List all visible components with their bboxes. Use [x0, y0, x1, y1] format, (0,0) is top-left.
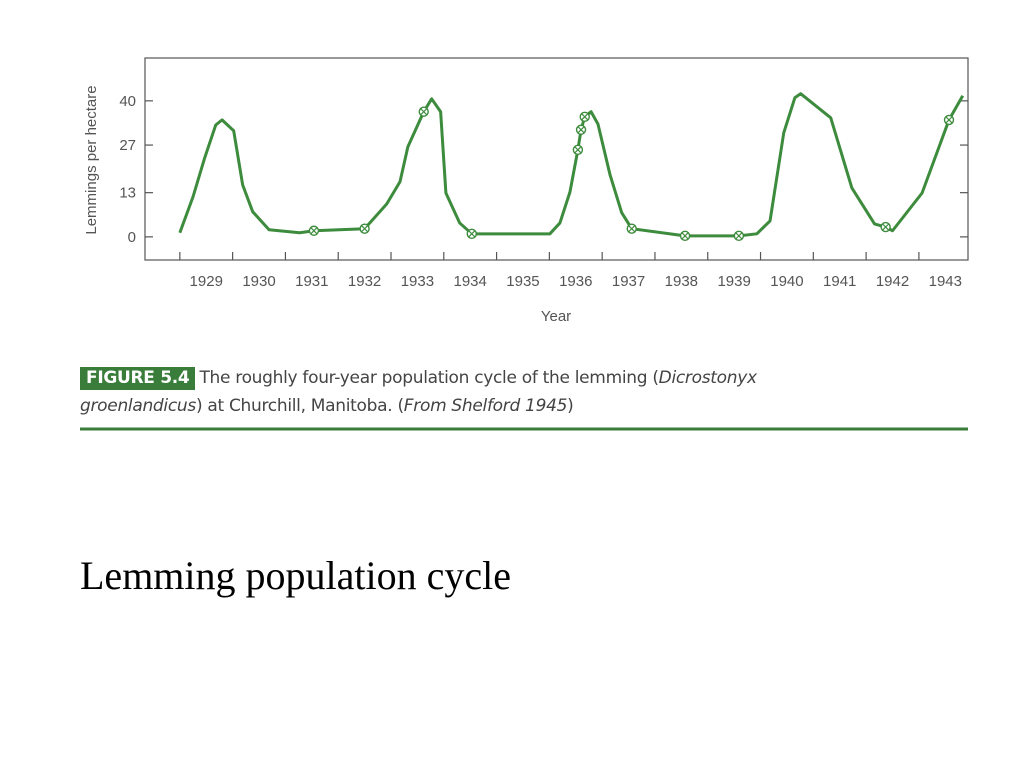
data-point — [626, 223, 637, 234]
data-point — [359, 223, 370, 234]
caption-text: ) — [567, 396, 574, 416]
slide-title: Lemming population cycle — [80, 553, 511, 598]
marker-part — [681, 232, 689, 240]
x-tick-label: 1938 — [665, 273, 698, 290]
x-tick-label: 1931 — [295, 273, 328, 290]
marker-part — [574, 146, 582, 154]
x-tick-label: 1933 — [401, 273, 434, 290]
x-tick-label: 1937 — [612, 273, 645, 290]
marker-part — [577, 126, 585, 134]
x-tick-label: 1936 — [559, 273, 592, 290]
y-tick-label: 40 — [119, 93, 136, 110]
y-tick-label: 0 — [128, 229, 136, 246]
caption-text: ) at Churchill, Manitoba. ( — [195, 396, 404, 416]
x-tick-label: 1939 — [717, 273, 750, 290]
data-point — [418, 106, 429, 117]
marker-part — [310, 227, 318, 235]
y-axis-label: Lemmings per hectare — [83, 85, 100, 234]
x-tick-label: 1934 — [454, 273, 487, 290]
marker-part — [468, 230, 476, 238]
y-tick-label: 13 — [119, 185, 136, 202]
plot-frame — [144, 57, 969, 261]
data-point — [308, 225, 320, 236]
data-point — [943, 114, 955, 126]
data-point — [679, 230, 691, 242]
x-tick-label: 1932 — [348, 273, 381, 290]
data-point — [733, 230, 745, 242]
data-point — [880, 221, 891, 233]
x-tick-label: 1941 — [823, 273, 856, 290]
x-tick-label: 1940 — [770, 273, 803, 290]
data-point — [572, 144, 584, 156]
x-tick-label: 1929 — [190, 273, 223, 290]
x-tick-label: 1943 — [929, 273, 962, 290]
caption-italic: From Shelford 1945 — [403, 396, 568, 416]
y-tick-label: 27 — [119, 137, 136, 154]
data-point — [575, 124, 587, 135]
marker-part — [420, 108, 428, 116]
marker-part — [882, 223, 890, 231]
data-point — [466, 228, 477, 240]
marker-part — [735, 232, 743, 240]
data-point — [579, 111, 590, 123]
figure-caption: FIGURE 5.4 The roughly four-year populati… — [80, 364, 980, 420]
caption-italic: Dicrostonyx — [658, 368, 757, 388]
marker-part — [945, 116, 953, 124]
x-tick-label: 1930 — [242, 273, 275, 290]
marker-part — [628, 225, 636, 233]
x-tick-label: 1935 — [506, 273, 539, 290]
data-line — [178, 92, 965, 238]
marker-part — [581, 113, 589, 121]
figure-label: FIGURE 5.4 — [80, 367, 196, 390]
caption-italic: groenlandicus — [80, 396, 196, 416]
x-tick-label: 1942 — [876, 273, 909, 290]
caption-text: The roughly four-year population cycle o… — [199, 368, 659, 388]
marker-part — [361, 225, 369, 233]
x-axis-label: Year — [541, 308, 571, 325]
